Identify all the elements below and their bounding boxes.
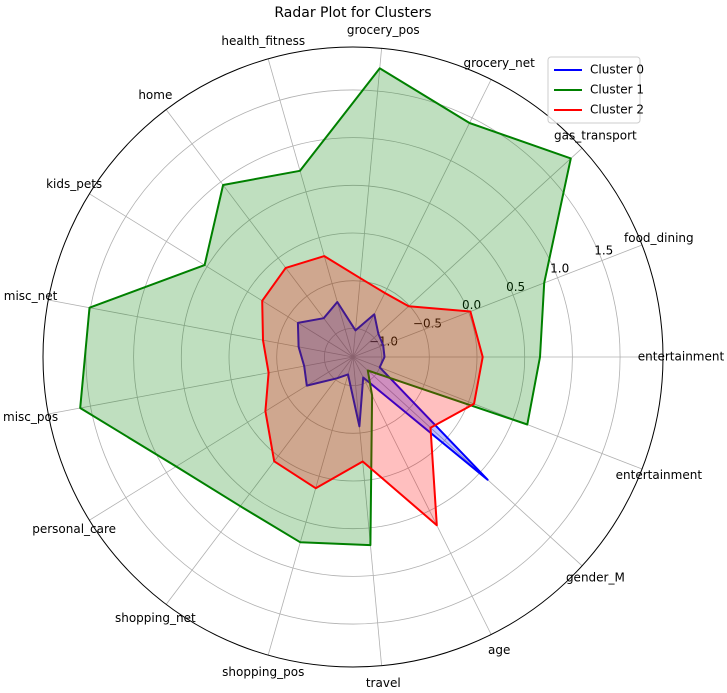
series-area bbox=[297, 302, 488, 480]
spoke bbox=[48, 356, 354, 415]
spoke bbox=[352, 356, 383, 666]
category-label: travel bbox=[366, 676, 401, 690]
series-line bbox=[79, 67, 572, 547]
category-label: shopping_pos bbox=[222, 665, 304, 679]
spoke bbox=[267, 356, 354, 656]
category-label: shopping_net bbox=[115, 611, 196, 625]
r-tick-label: 0.5 bbox=[506, 280, 525, 294]
spoke bbox=[352, 356, 583, 567]
spoke bbox=[352, 356, 492, 635]
spoke bbox=[352, 147, 583, 358]
r-tick-label: −1.0 bbox=[369, 335, 398, 349]
outer-circle bbox=[42, 46, 664, 668]
legend-label: Cluster 0 bbox=[590, 63, 644, 77]
category-label: age bbox=[488, 643, 510, 657]
series-line bbox=[296, 301, 489, 481]
legend: Cluster 0 Cluster 1 Cluster 2 bbox=[547, 56, 644, 124]
spoke bbox=[352, 79, 492, 358]
category-label: personal_care bbox=[32, 522, 116, 536]
category-label: home bbox=[138, 88, 172, 102]
r-tick-label: 0.0 bbox=[462, 298, 481, 312]
category-label: kids_pets bbox=[46, 177, 102, 191]
category-label: gas_transport bbox=[554, 129, 637, 143]
series-line bbox=[261, 255, 484, 527]
spoke bbox=[165, 356, 354, 605]
spoke bbox=[48, 299, 354, 358]
category-label: entertainment bbox=[616, 468, 703, 482]
category-label: grocery_net bbox=[464, 56, 536, 70]
category-label: misc_pos bbox=[3, 410, 58, 424]
legend-box bbox=[547, 56, 641, 124]
r-tick-label: −0.5 bbox=[413, 316, 442, 330]
spoke bbox=[267, 58, 354, 358]
spoke bbox=[165, 109, 354, 358]
series-area bbox=[80, 68, 571, 546]
spoke bbox=[89, 193, 354, 358]
category-label: misc_net bbox=[4, 289, 58, 303]
series-area bbox=[262, 256, 483, 526]
r-tick-label: 1.5 bbox=[594, 243, 613, 257]
chart-title: Radar Plot for Clusters bbox=[274, 5, 431, 21]
legend-label: Cluster 2 bbox=[590, 103, 644, 117]
category-label: gender_M bbox=[566, 570, 625, 584]
spoke bbox=[352, 244, 643, 358]
spoke bbox=[352, 356, 643, 470]
category-label: entertainment bbox=[638, 350, 725, 364]
spoke bbox=[352, 48, 383, 358]
r-tick-label: 1.0 bbox=[550, 262, 569, 276]
category-label: grocery_pos bbox=[347, 23, 420, 37]
category-label: health_fitness bbox=[221, 34, 305, 48]
category-label: food_dining bbox=[624, 231, 694, 245]
legend-label: Cluster 1 bbox=[590, 83, 644, 97]
